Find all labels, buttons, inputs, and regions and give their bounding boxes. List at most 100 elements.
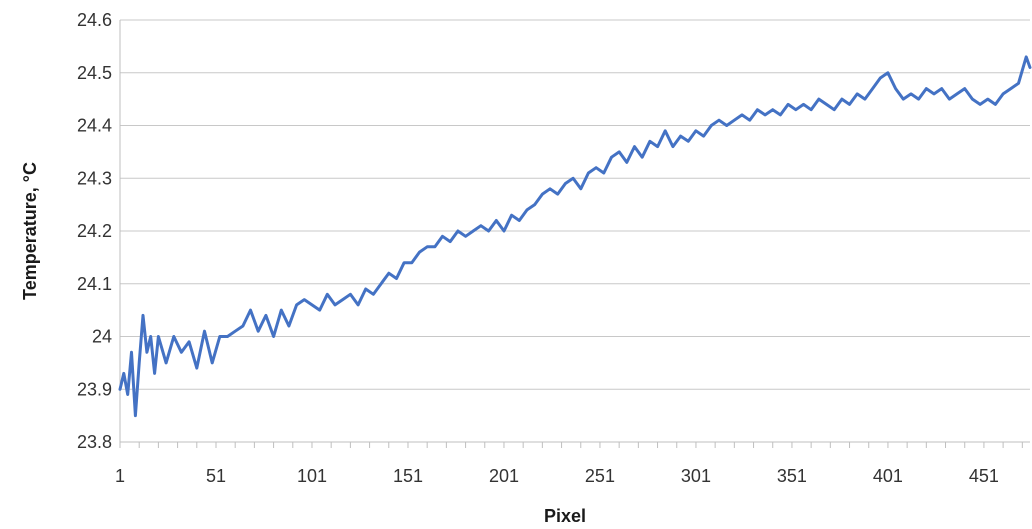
y-tick-label: 24.3 [77,168,112,188]
data-point [994,103,997,106]
data-point [149,335,152,338]
data-point [495,219,498,222]
data-point [810,108,812,111]
data-point [146,351,148,354]
x-axis-title: Pixel [544,506,586,526]
data-point [272,335,275,338]
x-tick-label: 351 [777,466,807,486]
data-point [130,351,133,354]
data-point [395,277,398,280]
data-point [526,209,528,211]
y-axis-title: Temperature, °C [20,162,40,300]
x-tick-label: 401 [873,466,903,486]
data-point [480,224,482,227]
data-point [802,103,805,106]
x-tick-label: 251 [585,466,615,486]
data-point [580,188,582,190]
data-point [748,119,751,121]
data-point [510,214,513,216]
data-point [987,98,989,100]
data-point [610,156,613,158]
data-point [411,261,413,264]
data-point [603,172,605,174]
data-point [503,230,505,232]
data-point [518,219,521,222]
data-point [649,140,651,143]
gridlines [120,19,1030,390]
data-point [257,330,260,333]
data-point [710,124,713,127]
data-point [464,235,467,238]
data-point [556,193,559,195]
series-group [118,55,1032,418]
x-tick-label: 51 [206,466,226,486]
data-point [572,177,574,180]
data-point [1002,93,1004,95]
data-point [787,103,789,106]
data-point [234,330,236,333]
data-point [1010,87,1012,90]
data-point [856,93,858,95]
data-point [725,124,728,127]
y-tick-label: 24.2 [77,221,112,241]
data-point [180,351,183,354]
data-point [917,98,920,100]
x-tick-label: 151 [393,466,423,486]
data-point [833,108,835,111]
data-point [963,87,966,90]
data-point [249,309,252,311]
data-point [764,114,766,116]
axes [119,20,1030,448]
series-line [118,55,1032,418]
data-point [933,93,935,95]
data-point [1017,82,1020,85]
data-point [894,87,897,90]
x-tick-label: 301 [681,466,711,486]
data-point [426,246,429,248]
data-point [188,341,190,343]
data-point [702,135,705,137]
data-point [295,304,298,306]
data-point [242,325,244,327]
data-point [280,309,283,311]
data-point [357,304,359,306]
y-tick-label: 23.8 [77,432,112,452]
data-point [626,161,628,164]
data-point [956,93,958,95]
y-tick-label: 24.4 [77,116,112,136]
data-point [825,103,828,106]
data-point [618,151,620,153]
x-tick-label: 1 [115,466,125,486]
data-point [795,108,797,111]
data-point [940,87,943,90]
data-point [326,293,329,296]
data-point [587,172,590,174]
data-point [334,304,336,306]
y-tick-labels: 23.8 23.9 24 24.1 24.2 24.3 24.4 24.5 24.6 [77,10,112,452]
data-point [226,335,229,338]
data-point [718,119,720,121]
data-point [756,108,759,111]
data-point [887,72,889,74]
data-point [879,77,882,79]
data-point [403,261,405,264]
data-point [641,156,643,158]
data-point [633,145,636,148]
x-tick-label: 201 [489,466,519,486]
data-point [948,98,951,100]
data-point [173,335,175,338]
y-tick-label: 23.9 [77,379,112,399]
data-point [733,119,736,121]
y-tick-label: 24.1 [77,274,112,294]
y-tick-label: 24.6 [77,10,112,30]
data-point [341,298,344,301]
data-point [595,166,597,169]
data-point [1029,66,1031,69]
data-point [364,288,367,290]
data-point [687,140,690,143]
data-point [979,103,981,106]
data-point [303,298,306,301]
data-point [418,251,421,253]
x-tick-label: 451 [969,466,999,486]
